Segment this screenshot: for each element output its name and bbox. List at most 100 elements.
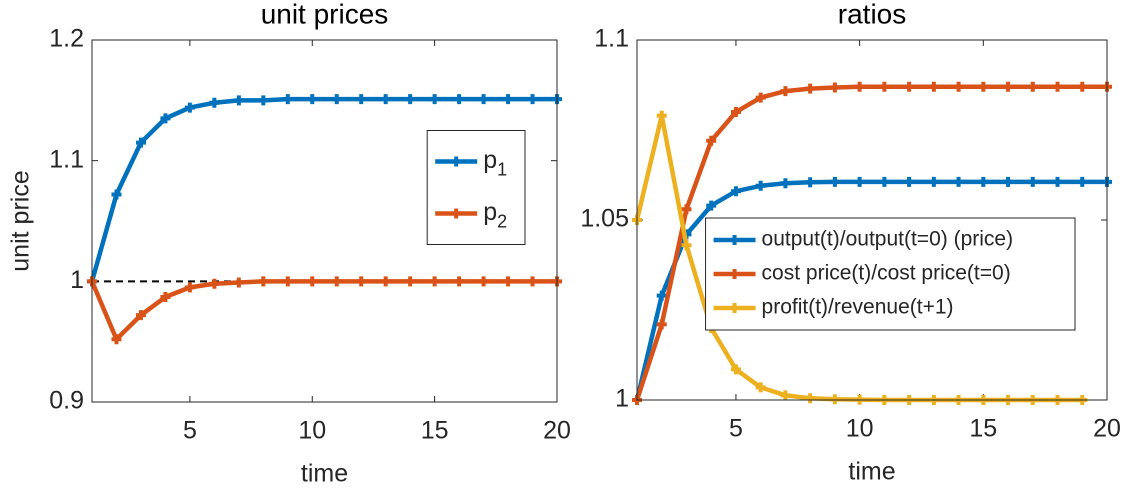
marker xyxy=(928,176,939,187)
axes-box xyxy=(636,39,1108,401)
y-tick-label: 1 xyxy=(70,266,84,294)
marker xyxy=(1003,81,1014,92)
marker xyxy=(209,278,220,289)
marker xyxy=(780,86,791,97)
marker xyxy=(978,176,989,187)
marker xyxy=(282,94,293,105)
marker xyxy=(209,97,220,108)
subscript: 1 xyxy=(497,159,507,179)
marker xyxy=(307,276,318,287)
legend-label: cost price(t)/cost price(t=0) xyxy=(762,262,1011,285)
marker xyxy=(953,81,964,92)
marker xyxy=(730,107,741,117)
marker xyxy=(454,94,465,105)
legend-marker xyxy=(729,269,740,279)
marker xyxy=(755,180,766,191)
marker xyxy=(503,276,514,287)
x-axis-label: time xyxy=(848,458,895,486)
legend-label: output(t)/output(t=0) (price) xyxy=(762,228,1014,251)
x-tick-label: 20 xyxy=(543,417,571,445)
marker xyxy=(1077,81,1088,92)
marker xyxy=(135,137,146,148)
marker xyxy=(380,94,391,105)
marker xyxy=(780,390,791,401)
marker xyxy=(503,94,514,105)
marker xyxy=(527,94,538,105)
marker xyxy=(829,176,840,187)
marker xyxy=(755,382,766,393)
chart-title: unit prices xyxy=(261,0,389,29)
marker xyxy=(879,81,890,92)
marker xyxy=(730,364,741,375)
x-tick-label: 20 xyxy=(1093,415,1121,443)
marker xyxy=(111,334,122,345)
marker xyxy=(780,178,791,189)
marker xyxy=(331,94,342,105)
marker xyxy=(478,276,489,287)
legend-marker xyxy=(451,208,462,219)
marker xyxy=(160,292,171,303)
marker xyxy=(656,319,667,330)
marker xyxy=(805,83,816,94)
y-axis-label: unit price xyxy=(7,170,35,271)
legend-box xyxy=(426,130,526,245)
marker xyxy=(978,81,989,92)
legend-marker xyxy=(729,303,740,313)
marker xyxy=(681,204,692,215)
x-tick-label: 5 xyxy=(729,415,743,443)
chart-title: ratios xyxy=(838,0,906,29)
x-tick-label: 15 xyxy=(421,417,449,445)
marker xyxy=(307,94,318,105)
x-axis-label: time xyxy=(301,460,348,488)
marker xyxy=(135,310,146,321)
marker xyxy=(282,276,293,287)
legend-label: profit(t)/revenue(t+1) xyxy=(762,296,954,319)
marker xyxy=(1027,81,1038,92)
marker xyxy=(656,110,667,121)
y-tick-label: 1 xyxy=(615,385,629,413)
marker xyxy=(805,393,816,404)
marker xyxy=(854,176,865,187)
subscript: 2 xyxy=(497,211,507,231)
marker xyxy=(706,200,717,211)
marker xyxy=(1027,176,1038,187)
marker xyxy=(478,94,489,105)
marker xyxy=(1077,176,1088,187)
marker xyxy=(730,186,741,197)
marker xyxy=(111,189,122,200)
legend: output(t)/output(t=0) (price) cost price(… xyxy=(705,217,1076,331)
y-tick-label: 1.05 xyxy=(580,205,629,233)
marker xyxy=(681,240,692,251)
marker xyxy=(258,276,269,287)
marker xyxy=(879,176,890,187)
marker xyxy=(755,92,766,103)
marker xyxy=(184,282,195,293)
y-tick-label: 0.9 xyxy=(49,387,84,415)
marker xyxy=(184,102,195,113)
marker xyxy=(805,177,816,188)
marker xyxy=(953,176,964,187)
legend-marker xyxy=(729,235,740,245)
marker xyxy=(233,95,244,106)
legend-box xyxy=(705,217,1076,331)
marker xyxy=(829,394,840,405)
marker xyxy=(928,81,939,92)
marker xyxy=(405,94,416,105)
marker xyxy=(331,276,342,287)
marker xyxy=(1052,81,1063,92)
marker xyxy=(454,276,465,287)
marker xyxy=(160,113,171,124)
marker xyxy=(429,276,440,287)
x-tick-label: 10 xyxy=(298,417,326,445)
marker xyxy=(904,81,915,92)
x-tick-label: 10 xyxy=(846,415,874,443)
marker xyxy=(829,82,840,93)
x-tick-label: 15 xyxy=(969,415,997,443)
marker xyxy=(429,94,440,105)
x-tick-label: 5 xyxy=(183,417,197,445)
marker xyxy=(356,94,367,105)
marker xyxy=(1003,176,1014,187)
marker xyxy=(656,290,667,301)
